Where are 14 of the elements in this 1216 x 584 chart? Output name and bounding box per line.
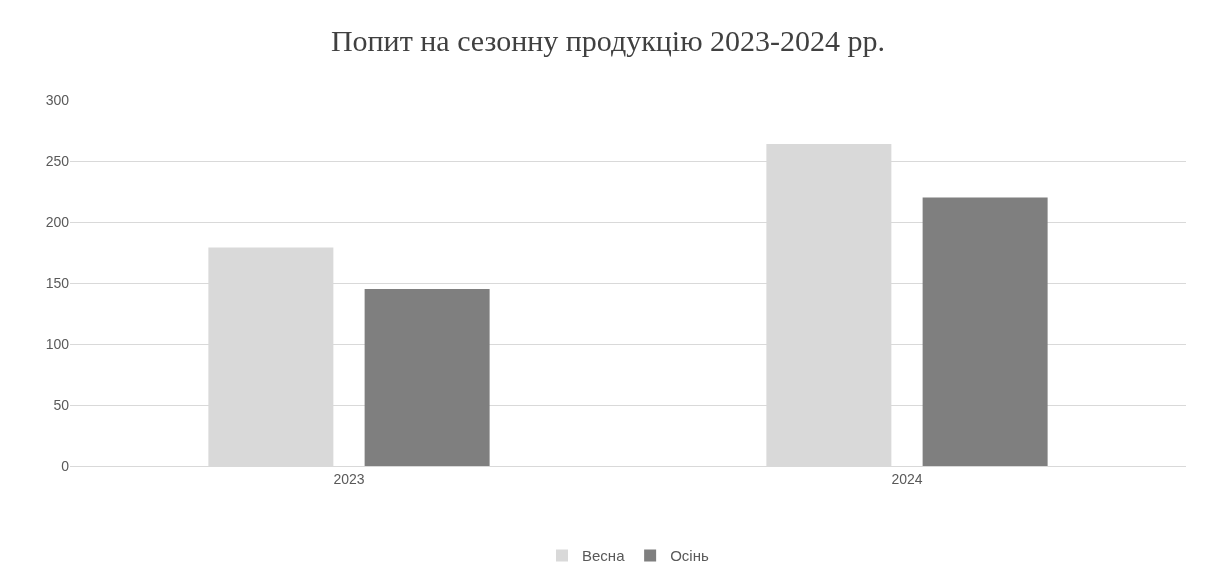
x-tick-label: 2023 — [333, 470, 365, 487]
y-tick-label: 0 — [61, 457, 70, 474]
chart-title: Попит на сезонну продукцію 2023-2024 рр. — [330, 24, 886, 58]
legend-label: Осінь — [670, 547, 709, 565]
bar — [922, 197, 1048, 466]
x-tick-label: 2024 — [891, 470, 923, 487]
y-tick-label: 200 — [45, 213, 70, 230]
y-tick-label: 300 — [45, 91, 70, 108]
y-tick-label: 150 — [45, 274, 70, 291]
y-tick-label: 50 — [53, 396, 70, 413]
bar — [364, 289, 490, 466]
y-tick-label: 100 — [45, 335, 70, 352]
y-tick-label: 250 — [45, 152, 70, 169]
legend-label: Весна — [582, 547, 626, 565]
